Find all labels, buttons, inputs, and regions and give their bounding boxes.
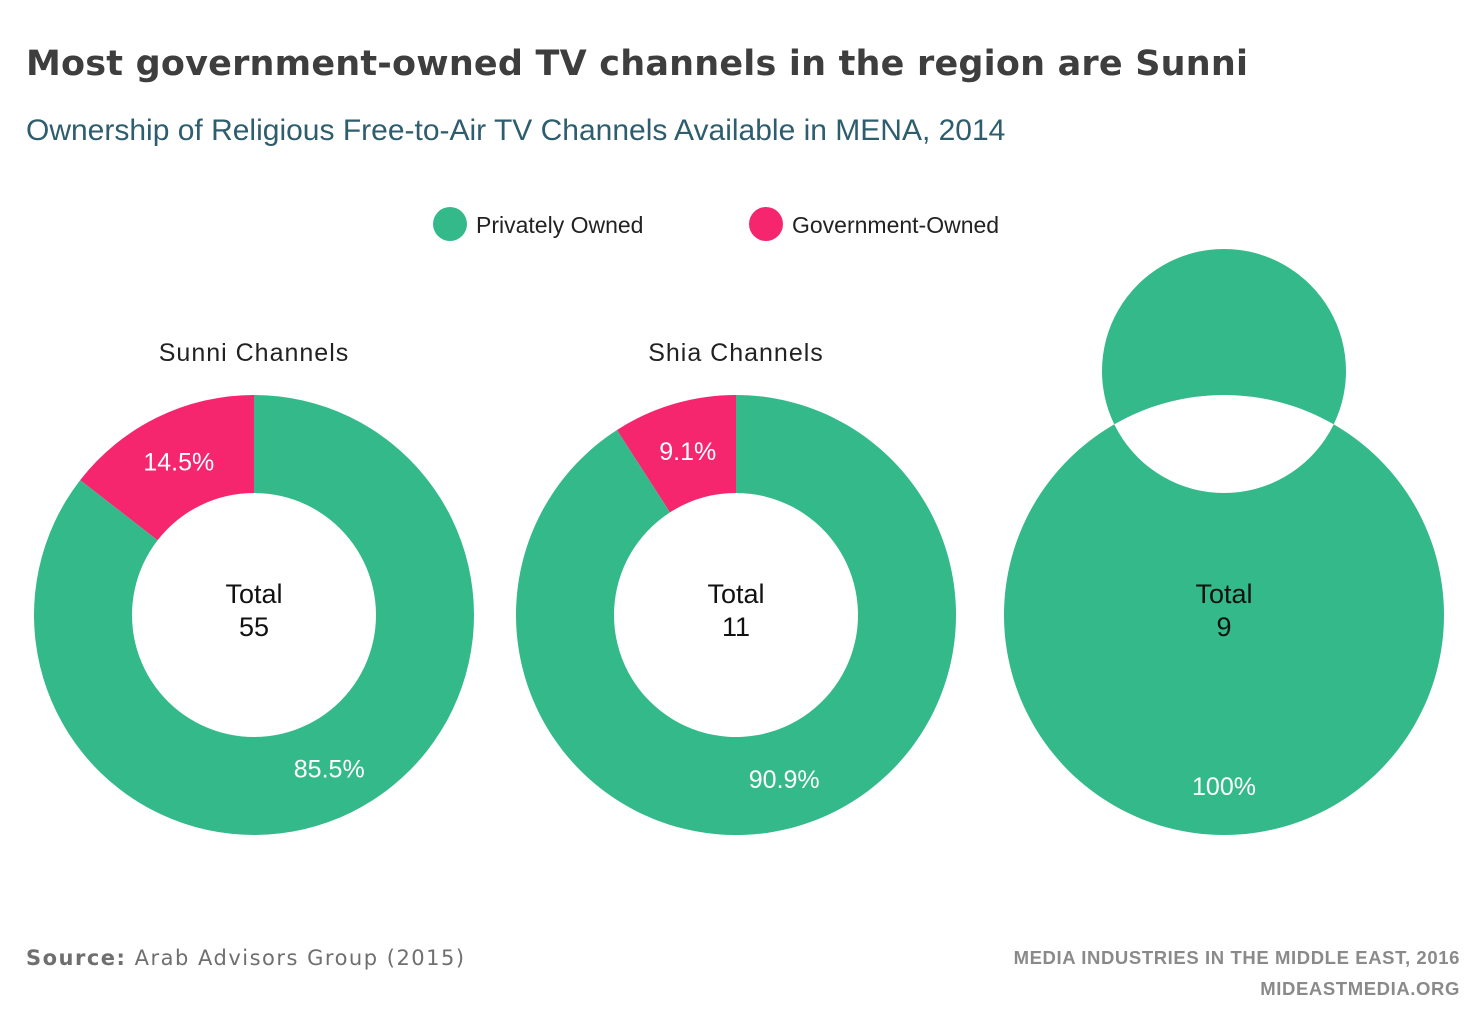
shia-channels-slice-government-owned (616, 395, 736, 513)
legend: Privately Owned Government-Owned (433, 207, 999, 241)
source-note: Source: Arab Advisors Group (2015) (26, 946, 466, 970)
shia-channels-slice-privately-owned (515, 395, 956, 835)
credit-line-2: MIDEASTMEDIA.ORG (1260, 978, 1460, 999)
sunni-channels-center-label: Total (225, 579, 282, 609)
christian-channels-label-privately-owned: 100% (1192, 773, 1256, 801)
sunni-channels-slice-privately-owned (34, 395, 475, 836)
sunni-channels-label-privately-owned: 85.5% (294, 756, 365, 784)
source-text: Arab Advisors Group (2015) (134, 946, 466, 970)
sunni-channels-title: Sunni Channels (159, 339, 350, 367)
legend-label-government-owned: Government-Owned (792, 212, 999, 238)
sunni-channels-label-government-owned: 14.5% (143, 448, 214, 476)
source-label: Source: (26, 946, 127, 970)
sunni-channels-total-value: 55 (239, 612, 269, 642)
legend-label-privately-owned: Privately Owned (476, 212, 643, 238)
christian-channels-slice-privately-owned (1003, 248, 1444, 835)
credit: MEDIA INDUSTRIES IN THE MIDDLE EAST, 201… (1014, 942, 1460, 1004)
legend-swatch-privately-owned (433, 207, 467, 241)
sunni-channels-slice-government-owned (80, 395, 254, 541)
shia-channels-total-value: 11 (722, 612, 750, 642)
shia-channels-title: Shia Channels (648, 339, 824, 367)
legend-swatch-government-owned (749, 207, 783, 241)
christian-channels-center-label: Total (1195, 579, 1252, 609)
shia-channels-center-label: Total (707, 579, 764, 609)
shia-channels-label-government-owned: 9.1% (659, 438, 716, 466)
credit-line-1: MEDIA INDUSTRIES IN THE MIDDLE EAST, 201… (1013, 947, 1460, 968)
christian-channels-total-value: 9 (1216, 612, 1231, 642)
chart-title: Most government-owned TV channels in the… (26, 44, 1249, 84)
shia-channels-label-privately-owned: 90.9% (749, 766, 820, 794)
chart-subtitle: Ownership of Religious Free-to-Air TV Ch… (26, 114, 1006, 147)
